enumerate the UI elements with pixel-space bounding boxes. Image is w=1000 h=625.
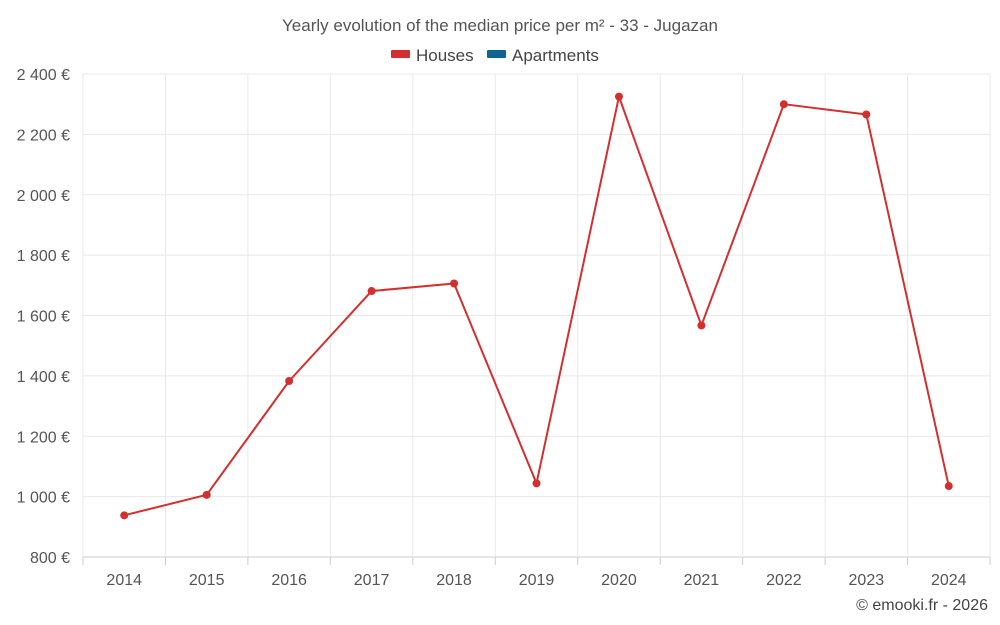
data-point-houses-2022[interactable] <box>779 100 788 109</box>
y-axis-ticks: 800 € 1 000 € 1 200 € 1 400 € 1 600 € 1 800 €… <box>17 67 70 567</box>
data-point-houses-2014[interactable] <box>120 511 129 520</box>
data-point-houses-2023[interactable] <box>862 110 871 119</box>
credit-text: © emooki.fr - 2026 <box>856 597 988 614</box>
legend-item-apartments[interactable]: Apartments <box>487 46 599 65</box>
x-axis-ticks: 2014 2015 2016 2017 2018 2019 2020 2021 2022 2023… <box>82 557 991 589</box>
y-tick-label: 2 000 € <box>17 188 70 205</box>
legend-label-houses: Houses <box>416 46 474 65</box>
y-tick-label: 800 € <box>30 550 70 567</box>
data-point-houses-2020[interactable] <box>614 92 623 101</box>
legend: Houses Apartments <box>391 46 599 65</box>
y-tick-label: 1 200 € <box>17 429 70 446</box>
x-tick-label: 2014 <box>106 572 142 589</box>
data-point-houses-2019[interactable] <box>532 479 541 488</box>
x-tick-label: 2017 <box>354 572 390 589</box>
x-tick-label: 2018 <box>436 572 472 589</box>
grid <box>82 73 991 558</box>
x-tick-label: 2016 <box>271 572 307 589</box>
series-houses <box>120 92 953 520</box>
data-point-houses-2021[interactable] <box>697 321 706 330</box>
y-tick-label: 1 600 € <box>17 309 70 326</box>
data-point-houses-2015[interactable] <box>202 490 211 499</box>
data-point-houses-2017[interactable] <box>367 287 376 296</box>
legend-swatch-houses <box>391 50 410 58</box>
y-tick-label: 1 000 € <box>17 490 70 507</box>
x-tick-label: 2015 <box>189 572 225 589</box>
x-tick-label: 2024 <box>931 572 967 589</box>
x-tick-label: 2019 <box>519 572 555 589</box>
data-point-houses-2018[interactable] <box>450 279 459 288</box>
chart-title: Yearly evolution of the median price per… <box>282 16 718 35</box>
y-tick-label: 1 800 € <box>17 248 70 265</box>
data-point-houses-2024[interactable] <box>944 482 953 491</box>
x-tick-label: 2023 <box>849 572 885 589</box>
legend-swatch-apartments <box>487 50 506 58</box>
y-tick-label: 2 400 € <box>17 67 70 84</box>
y-tick-label: 1 400 € <box>17 369 70 386</box>
x-tick-label: 2022 <box>766 572 802 589</box>
legend-label-apartments: Apartments <box>512 46 599 65</box>
x-tick-label: 2020 <box>601 572 637 589</box>
data-point-houses-2016[interactable] <box>285 377 294 386</box>
x-tick-label: 2021 <box>684 572 720 589</box>
y-tick-label: 2 200 € <box>17 127 70 144</box>
legend-item-houses[interactable]: Houses <box>391 46 474 65</box>
